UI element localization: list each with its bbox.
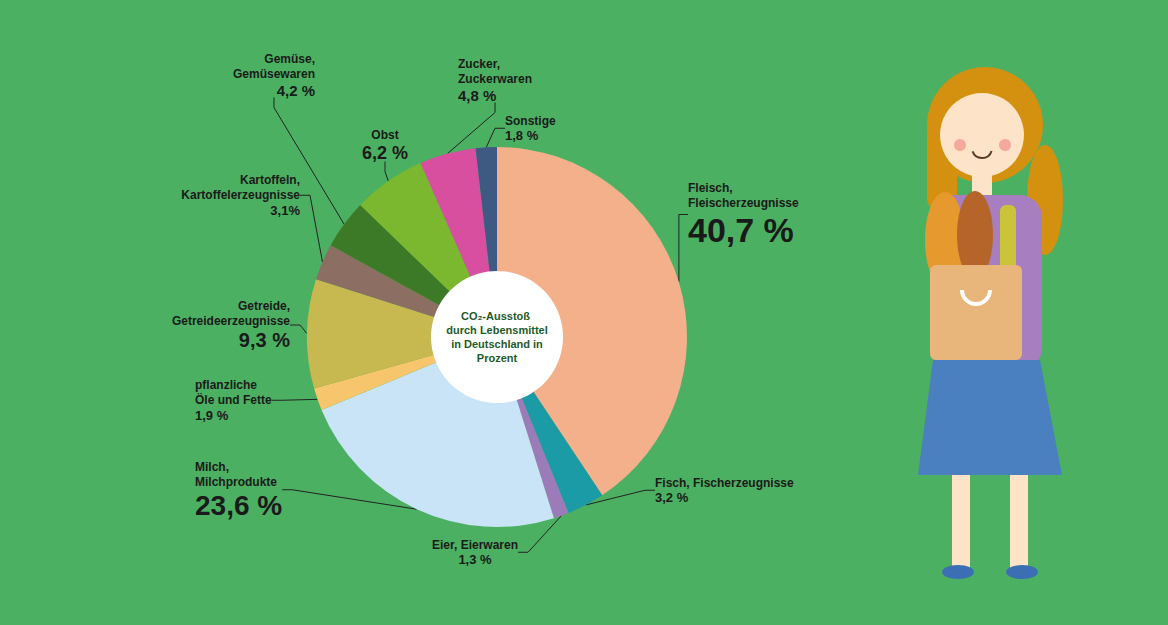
svg-text:3,2 %: 3,2 % (655, 490, 689, 505)
svg-text:Fleischerzeugnisse: Fleischerzeugnisse (688, 196, 799, 210)
svg-text:23,6 %: 23,6 % (195, 490, 282, 521)
svg-text:CO₂-Ausstoß: CO₂-Ausstoß (461, 310, 533, 322)
svg-text:Obst: Obst (371, 128, 398, 142)
svg-text:Zucker,: Zucker, (458, 57, 500, 71)
svg-text:Gemüsewaren: Gemüsewaren (233, 67, 315, 81)
svg-text:Fleisch,: Fleisch, (688, 181, 733, 195)
svg-text:4,2 %: 4,2 % (277, 82, 315, 99)
svg-text:Kartoffeln,: Kartoffeln, (240, 173, 300, 187)
svg-text:1,9 %: 1,9 % (195, 408, 229, 423)
svg-text:Eier, Eierwaren: Eier, Eierwaren (432, 538, 518, 552)
svg-text:9,3 %: 9,3 % (239, 329, 290, 351)
svg-text:40,7 %: 40,7 % (688, 211, 794, 249)
svg-text:4,8 %: 4,8 % (458, 87, 496, 104)
svg-text:pflanzliche: pflanzliche (195, 378, 257, 392)
svg-text:Öle und Fette: Öle und Fette (195, 392, 272, 407)
svg-text:6,2 %: 6,2 % (362, 143, 408, 163)
svg-text:in Deutschland in: in Deutschland in (448, 338, 546, 350)
svg-text:durch Lebensmittel: durch Lebensmittel (446, 324, 547, 336)
svg-text:Sonstige: Sonstige (505, 114, 556, 128)
svg-text:1,3 %: 1,3 % (458, 552, 492, 567)
svg-text:Zuckerwaren: Zuckerwaren (458, 72, 532, 86)
svg-text:Getreide,: Getreide, (238, 299, 290, 313)
svg-text:3,1%: 3,1% (270, 203, 300, 218)
svg-text:Kartoffelerzeugnisse: Kartoffelerzeugnisse (181, 188, 300, 202)
svg-text:Gemüse,: Gemüse, (264, 52, 315, 66)
svg-text:1,8 %: 1,8 % (505, 128, 539, 143)
svg-text:Fisch, Fischerzeugnisse: Fisch, Fischerzeugnisse (655, 476, 794, 490)
svg-text:Milch,: Milch, (195, 460, 229, 474)
svg-text:Getreideerzeugnisse: Getreideerzeugnisse (172, 314, 290, 328)
svg-text:Milchprodukte: Milchprodukte (195, 475, 277, 489)
svg-text:Prozent: Prozent (477, 352, 518, 364)
